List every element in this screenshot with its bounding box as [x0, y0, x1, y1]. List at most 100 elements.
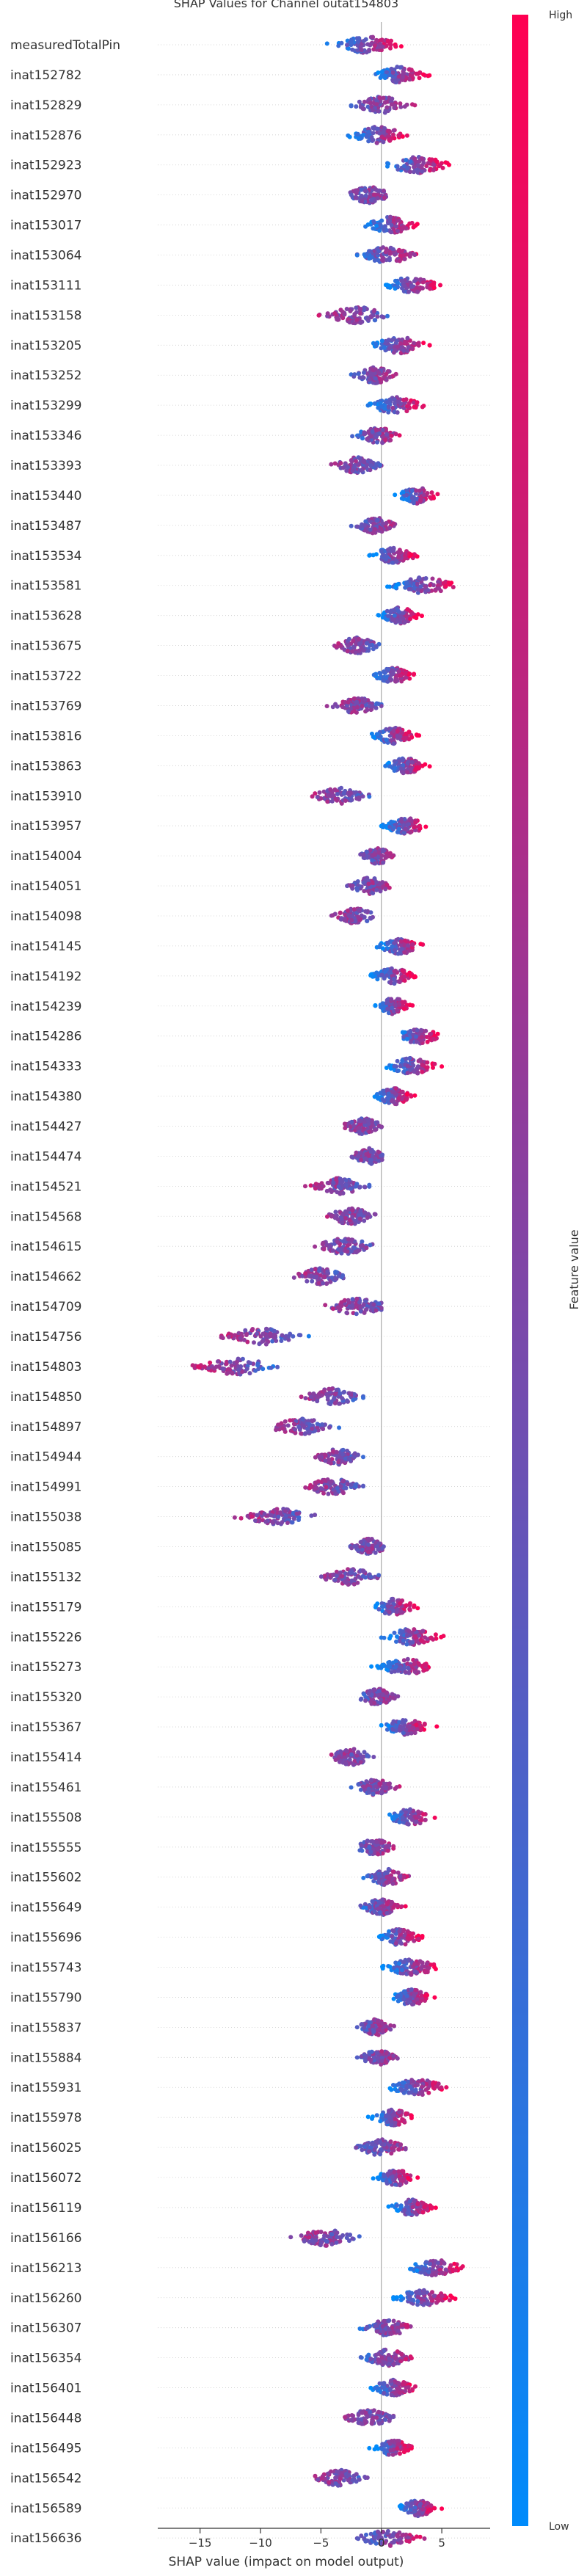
shap-point	[377, 95, 382, 101]
shap-point	[421, 160, 426, 165]
shap-point	[322, 1477, 327, 1482]
shap-point	[351, 1582, 357, 1587]
shap-point	[353, 195, 358, 200]
shap-point	[334, 1449, 339, 1455]
feature-label: inat154756	[10, 1330, 81, 1345]
shap-point	[366, 1153, 371, 1158]
feature-label: inat153534	[10, 549, 81, 564]
shap-point	[391, 521, 395, 526]
shap-point	[262, 1511, 267, 1516]
shap-point	[357, 907, 362, 912]
shap-point	[403, 585, 408, 590]
shap-point	[323, 1303, 328, 1308]
shap-point	[383, 969, 388, 974]
shap-point	[398, 550, 404, 555]
shap-point	[393, 432, 398, 437]
shap-point	[394, 559, 399, 564]
shap-point	[395, 65, 400, 70]
shap-point	[357, 1300, 362, 1305]
shap-point	[244, 1367, 249, 1371]
shap-point	[373, 371, 378, 376]
shap-point	[400, 730, 405, 735]
shap-point	[339, 1303, 344, 1309]
shap-point	[421, 492, 426, 498]
shap-point	[338, 911, 343, 916]
shap-point	[300, 1416, 305, 1422]
shap-point	[354, 1311, 359, 1317]
shap-point	[354, 1296, 360, 1301]
feature-label: inat153816	[10, 729, 81, 743]
shap-point	[403, 826, 408, 832]
shap-point	[371, 131, 376, 136]
shap-point	[268, 1334, 273, 1339]
shap-point	[361, 648, 366, 653]
shap-point	[388, 46, 393, 51]
shap-point	[282, 1419, 288, 1424]
feature-label: inat153769	[10, 699, 81, 713]
shap-point	[355, 1248, 360, 1254]
feature-label: inat154192	[10, 969, 81, 984]
shap-point	[409, 495, 415, 501]
shap-point	[271, 1328, 277, 1334]
shap-point	[425, 1060, 430, 1065]
feature-label: inat155790	[10, 1990, 81, 2005]
shap-point	[355, 705, 360, 710]
shap-point	[415, 581, 420, 586]
shap-point	[372, 852, 377, 857]
shap-point	[387, 283, 392, 288]
shap-point	[390, 247, 395, 252]
shap-point	[274, 1427, 279, 1433]
feature-label: inat155367	[10, 1720, 81, 1735]
shap-point	[273, 1334, 278, 1338]
shap-point	[393, 252, 398, 257]
shap-point	[400, 1030, 405, 1035]
shap-point	[385, 679, 390, 684]
shap-point	[372, 318, 377, 323]
shap-point	[310, 1419, 315, 1424]
feature-label: inat154897	[10, 1420, 81, 1435]
shap-point	[349, 192, 354, 197]
shap-point	[391, 617, 395, 622]
shap-point	[337, 1425, 342, 1430]
shap-point	[383, 553, 388, 559]
shap-point	[364, 134, 369, 139]
shap-point	[392, 1063, 397, 1069]
shap-point	[415, 590, 420, 595]
shap-point	[430, 576, 435, 581]
shap-point	[361, 1303, 366, 1307]
shap-point	[340, 1220, 345, 1226]
shap-point	[279, 1421, 284, 1426]
shap-point	[374, 102, 379, 107]
shap-point	[362, 1218, 367, 1223]
shap-point	[402, 1006, 407, 1011]
shap-point	[324, 1485, 329, 1490]
feature-label: inat155508	[10, 1811, 81, 1825]
shap-point	[344, 468, 349, 473]
shap-point	[412, 825, 417, 830]
shap-point	[313, 1486, 318, 1491]
shap-point	[333, 1276, 338, 1281]
feature-label: inat154333	[10, 1060, 81, 1074]
shap-point	[388, 1634, 393, 1639]
shap-point	[392, 1630, 397, 1635]
shap-point	[366, 1542, 371, 1547]
shap-point	[242, 1337, 247, 1342]
shap-point	[391, 728, 396, 733]
feature-label: inat155273	[10, 1660, 81, 1675]
shap-point	[349, 1482, 354, 1487]
shap-point	[366, 429, 371, 434]
shap-point	[382, 1611, 387, 1615]
shap-point	[395, 281, 400, 286]
shap-point	[396, 1068, 401, 1073]
shap-point	[371, 226, 376, 231]
shap-point	[299, 1394, 304, 1400]
shap-point	[421, 488, 426, 493]
shap-point	[294, 1511, 299, 1516]
shap-point	[317, 1454, 322, 1459]
shap-point	[405, 760, 410, 765]
shap-point	[379, 1124, 384, 1129]
shap-point	[335, 1240, 340, 1245]
shap-point	[412, 1069, 417, 1074]
shap-point	[335, 1485, 340, 1491]
shap-point	[365, 371, 370, 376]
